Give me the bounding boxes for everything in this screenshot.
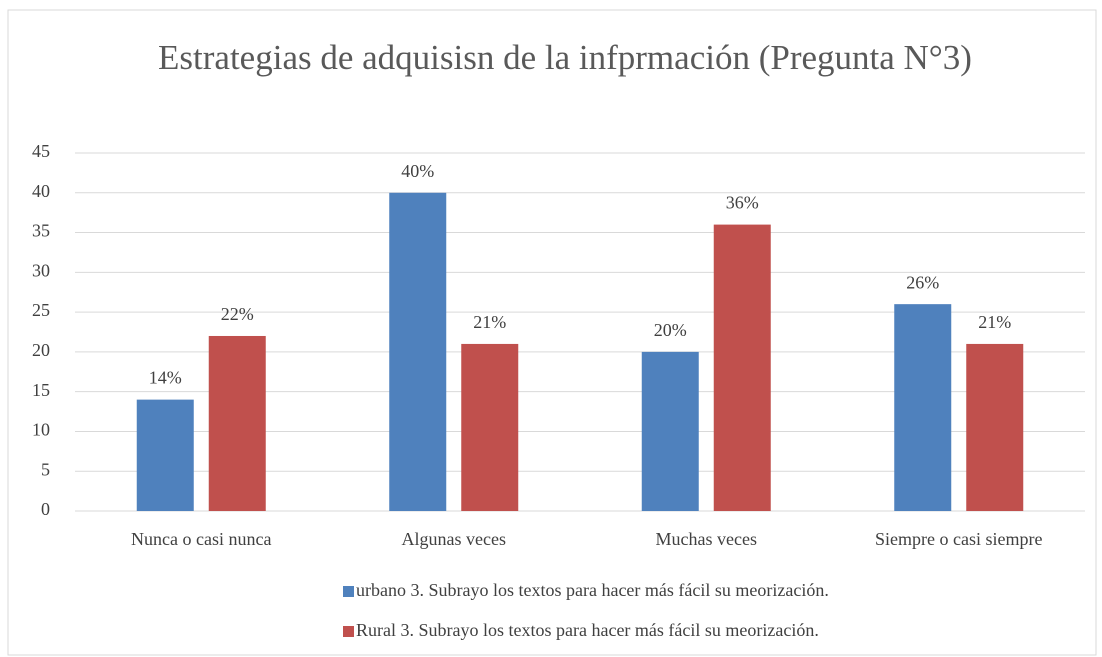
data-label: 36% [726,193,759,213]
y-tick-label: 40 [32,181,50,201]
y-tick-label: 25 [32,300,50,320]
data-label: 22% [221,304,254,324]
x-tick-label: Algunas veces [402,529,506,549]
data-label: 14% [149,368,182,388]
bar [713,224,771,511]
bar [208,335,266,511]
bar [641,351,699,511]
legend-swatch [343,626,354,637]
bar [461,343,519,511]
y-tick-label: 5 [41,459,50,479]
legend-swatch [343,586,354,597]
y-tick-label: 0 [41,499,50,519]
y-tick-label: 30 [32,260,50,280]
y-tick-label: 35 [32,221,50,241]
chart-title: Estrategias de adquisisn de la infprmaci… [158,38,972,77]
data-label: 40% [401,161,434,181]
bar [389,192,447,511]
y-tick-label: 15 [32,380,50,400]
y-tick-label: 45 [32,141,50,161]
data-label: 21% [978,312,1011,332]
data-label: 26% [906,272,939,292]
data-label: 20% [654,320,687,340]
data-label: 21% [473,312,506,332]
x-tick-label: Siempre o casi siempre [875,529,1042,549]
x-tick-label: Nunca o casi nunca [131,529,271,549]
bar [966,343,1024,511]
bar [136,399,194,511]
x-tick-label: Muchas veces [656,529,757,549]
y-tick-label: 20 [32,340,50,360]
legend-label: urbano 3. Subrayo los textos para hacer … [356,580,829,600]
legend-label: Rural 3. Subrayo los textos para hacer m… [356,620,819,640]
y-tick-label: 10 [32,420,50,440]
bar [894,304,952,511]
